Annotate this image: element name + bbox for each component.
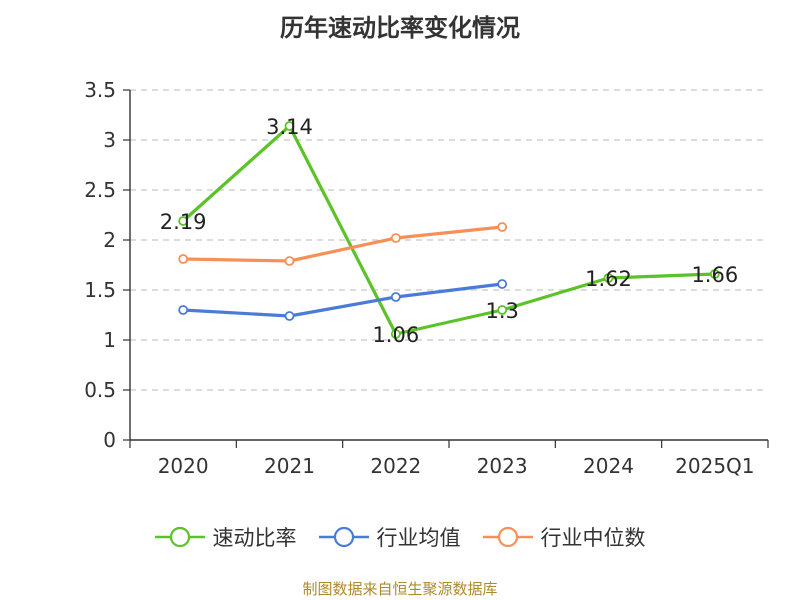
- data-point: [390, 233, 401, 243]
- y-tick-label: 2: [103, 228, 116, 252]
- x-tick-label: 2021: [264, 454, 315, 478]
- y-tick-label: 3: [103, 128, 116, 152]
- data-point: [284, 121, 295, 131]
- data-point: [284, 256, 295, 266]
- series-lines: [178, 121, 720, 339]
- y-tick-label: 0: [103, 428, 116, 452]
- data-label: 1.06: [372, 323, 419, 347]
- data-point: [497, 279, 508, 289]
- x-tick-label: 2022: [370, 454, 421, 478]
- y-tick-label: 1.5: [84, 278, 116, 302]
- data-point: [497, 305, 508, 315]
- y-tick-label: 1: [103, 328, 116, 352]
- data-point: [390, 292, 401, 302]
- data-label: 2.19: [160, 210, 207, 234]
- data-point: [497, 222, 508, 232]
- data-point: [178, 216, 189, 226]
- y-tick-label: 3.5: [84, 78, 116, 102]
- data-point: [390, 329, 401, 339]
- series-line: [182, 124, 715, 336]
- data-point: [284, 311, 295, 321]
- data-labels: 2.19 3.14 1.06 1.3 1.62 1.66: [160, 115, 738, 347]
- legend-marker-icon: [482, 526, 533, 548]
- legend: 速动比率 行业均值 行业中位数: [0, 520, 800, 554]
- legend-label: 速动比率: [212, 526, 297, 550]
- x-tick-label: 2020: [158, 454, 209, 478]
- x-tick-label: 2024: [583, 454, 634, 478]
- legend-marker-icon: [318, 526, 369, 548]
- data-label: 1.66: [691, 263, 738, 287]
- legend-label: 行业均值: [376, 526, 461, 550]
- legend-label: 行业中位数: [540, 526, 646, 550]
- footer-source: 制图数据来自恒生聚源数据库: [302, 580, 498, 598]
- series-line: [183, 225, 503, 263]
- data-point: [178, 305, 189, 315]
- y-tick-label: 0.5: [84, 378, 116, 402]
- data-label: 3.14: [266, 115, 313, 139]
- legend-item[interactable]: 行业中位数: [482, 522, 646, 552]
- chart-title: 历年速动比率变化情况: [280, 14, 520, 42]
- data-point: [178, 254, 189, 264]
- legend-marker-icon: [154, 526, 205, 548]
- grid-lines: [130, 89, 768, 391]
- data-point: [709, 269, 720, 279]
- axes: 0 0.5 1 1.5 2 2.5 3 3.5 2020 2021 2022 2023 2024 2025…: [84, 78, 769, 478]
- series-line: [183, 282, 503, 318]
- data-point: [603, 273, 614, 283]
- x-tick-label: 2025Q1: [675, 454, 754, 478]
- legend-item[interactable]: 速动比率: [154, 522, 297, 552]
- y-tick-label: 2.5: [84, 178, 116, 202]
- x-tick-label: 2023: [477, 454, 528, 478]
- data-label: 1.62: [585, 267, 632, 291]
- legend-item[interactable]: 行业均值: [318, 522, 461, 552]
- data-label: 1.3: [485, 299, 518, 323]
